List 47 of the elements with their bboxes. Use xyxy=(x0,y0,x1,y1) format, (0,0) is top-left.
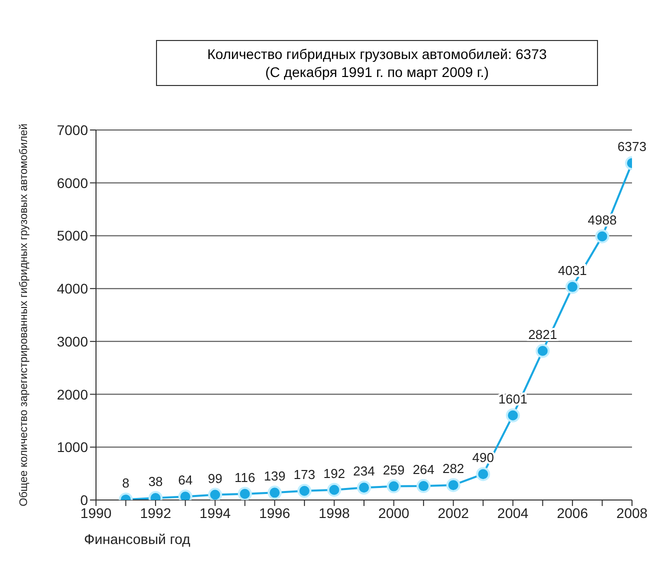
x-tick-label: 2002 xyxy=(438,504,470,521)
point xyxy=(506,408,520,422)
x-tick-label: 2006 xyxy=(556,504,588,521)
data-label: 259 xyxy=(382,462,405,478)
point xyxy=(386,479,401,494)
data-label: 192 xyxy=(323,466,346,481)
data-label: 64 xyxy=(178,472,193,488)
point xyxy=(238,486,252,500)
text: Количество гибридных грузовых автомобилей: 6373 xyxy=(206,45,548,63)
x-tick-label: 1992 xyxy=(140,504,172,521)
y-tick-label: 1000 xyxy=(56,439,88,456)
y-axis-title: Общее количество зарегистрированных гибридных грузовых автомобилей xyxy=(18,124,30,506)
x-tick-label: 1996 xyxy=(259,504,290,521)
data-label: 173 xyxy=(294,466,316,482)
data-label: 38 xyxy=(148,474,163,489)
data-label: 8 xyxy=(122,476,130,491)
x-tick-label: 1998 xyxy=(318,504,350,521)
text: (С декабря 1991 г. по март 2009 г.) xyxy=(264,63,490,81)
x-tick-label: 2008 xyxy=(616,504,648,521)
data-label: 234 xyxy=(353,464,375,479)
y-tick-label: 4000 xyxy=(56,280,88,297)
data-label: 6373 xyxy=(618,139,646,154)
y-tick-label: 5000 xyxy=(56,228,88,244)
point xyxy=(595,229,610,244)
point xyxy=(268,486,282,500)
point xyxy=(536,344,550,358)
point xyxy=(416,479,431,494)
x-axis-title: Финансовый год xyxy=(84,531,190,547)
y-tick-label: 7000 xyxy=(56,122,88,138)
data-label: 139 xyxy=(264,468,286,484)
y-tick-label: 2000 xyxy=(56,386,88,402)
data-label: 99 xyxy=(208,470,222,486)
point xyxy=(357,480,371,495)
point xyxy=(327,482,342,497)
data-label: 116 xyxy=(234,470,256,485)
point xyxy=(446,478,460,492)
data-label: 264 xyxy=(412,462,434,478)
x-tick-label: 1994 xyxy=(200,504,231,521)
y-tick-label: 3000 xyxy=(56,333,88,350)
y-tick-label: 6000 xyxy=(56,174,88,191)
point xyxy=(297,484,312,498)
point xyxy=(565,280,580,294)
point xyxy=(476,467,490,482)
point xyxy=(208,488,222,500)
x-tick-label: 2004 xyxy=(497,504,529,521)
x-tick-label: 2000 xyxy=(378,504,410,521)
data-label: 282 xyxy=(442,461,464,476)
